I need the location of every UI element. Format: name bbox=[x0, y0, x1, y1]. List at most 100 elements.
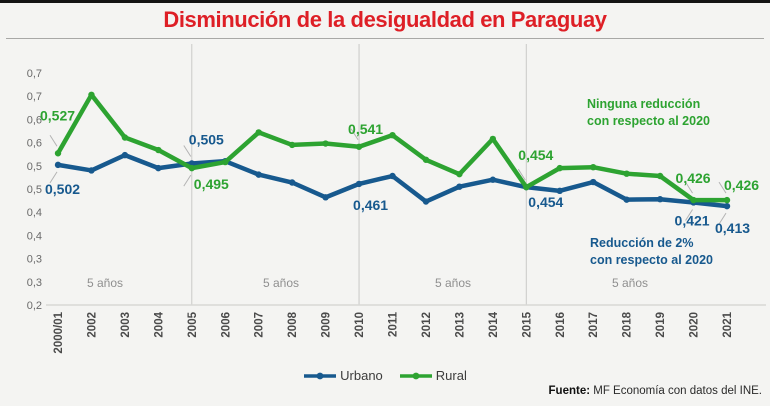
source-text: MF Economía con datos del INE. bbox=[590, 385, 762, 397]
source-label: Fuente: bbox=[548, 385, 591, 397]
label-leader-line bbox=[183, 174, 192, 187]
urbano-data-point bbox=[255, 171, 262, 178]
rural-data-point bbox=[656, 172, 664, 180]
x-axis-tick: 2018 bbox=[622, 311, 634, 337]
label-leader-line bbox=[49, 171, 58, 184]
rural-data-point bbox=[322, 140, 329, 147]
urbano-data-point bbox=[155, 164, 162, 172]
rural-data-point bbox=[54, 150, 62, 157]
page-title: Disminución de la desigualdad en Paragua… bbox=[163, 7, 607, 32]
annotation-text: Reducción de 2% bbox=[590, 236, 694, 250]
y-axis-tick: 0,5 bbox=[27, 184, 42, 196]
y-axis-tick: 0,4 bbox=[27, 230, 42, 242]
x-axis-tick: 2014 bbox=[488, 311, 500, 337]
urbano-data-point bbox=[322, 194, 329, 201]
rural-data-point bbox=[690, 196, 697, 204]
title-divider bbox=[6, 38, 764, 39]
y-axis-tick: 0,3 bbox=[27, 277, 42, 289]
data-point-label: 0,454 bbox=[518, 147, 553, 163]
urbano-data-point bbox=[556, 187, 563, 195]
urbano-data-point bbox=[88, 167, 95, 174]
rural-data-point bbox=[288, 141, 296, 149]
x-axis-tick: 2008 bbox=[287, 311, 299, 337]
rural-data-point bbox=[456, 170, 463, 178]
x-axis-tick: 2015 bbox=[521, 311, 533, 337]
data-point-label: 0,461 bbox=[353, 197, 388, 213]
y-axis-tick: 0,6 bbox=[27, 138, 42, 150]
rural-data-point bbox=[155, 146, 162, 154]
rural-data-point bbox=[222, 158, 229, 166]
label-leader-line bbox=[685, 181, 693, 194]
data-point-label: 0,495 bbox=[194, 176, 229, 192]
rural-data-point bbox=[355, 143, 363, 150]
y-axis-tick: 0,7 bbox=[27, 91, 42, 103]
urbano-data-point bbox=[389, 172, 396, 180]
legend-label-rural: Rural bbox=[435, 368, 467, 383]
data-point-label: 0,527 bbox=[40, 107, 75, 123]
urbano-data-point bbox=[489, 176, 497, 183]
y-axis-tick: 0,7 bbox=[27, 68, 42, 80]
segment-label: 5 años bbox=[87, 276, 123, 290]
annotation-text: con respecto al 2020 bbox=[587, 114, 710, 128]
data-point-label: 0,454 bbox=[528, 194, 563, 210]
urbano-data-point bbox=[590, 178, 597, 186]
data-point-label: 0,413 bbox=[715, 220, 750, 236]
data-point-label: 0,502 bbox=[45, 181, 80, 197]
data-point-label: 0,541 bbox=[348, 121, 383, 137]
annotation-text: con respecto al 2020 bbox=[590, 253, 713, 267]
x-axis-tick: 2017 bbox=[588, 312, 600, 338]
label-leader-line bbox=[718, 181, 727, 194]
label-leader-line bbox=[517, 168, 526, 181]
x-axis-tick: 2007 bbox=[254, 312, 266, 338]
rural-data-point bbox=[88, 91, 95, 99]
urbano-data-point bbox=[623, 196, 630, 203]
x-axis-tick: 2000/01 bbox=[53, 311, 65, 353]
line-chart: 0,7 0,7 0,6 0,6 0,5 0,5 0,4 0,4 0,3 0,3 0,2 5 años 5… bbox=[27, 44, 766, 354]
urbano-data-point bbox=[54, 161, 62, 169]
data-point-label: 0,505 bbox=[189, 131, 224, 147]
rural-data-point bbox=[121, 134, 129, 141]
x-axis-tick: 2005 bbox=[187, 311, 199, 337]
rural-data-point bbox=[489, 135, 497, 143]
top-border bbox=[0, 0, 770, 3]
rural-data-point bbox=[523, 183, 530, 191]
urbano-data-point bbox=[288, 179, 296, 186]
x-axis-tick: 2009 bbox=[321, 312, 333, 338]
x-axis-tick: 2011 bbox=[388, 311, 400, 337]
legend-item-urbano: Urbano bbox=[303, 368, 383, 383]
urbano-line-swatch bbox=[304, 372, 337, 379]
x-axis-tick: 2016 bbox=[555, 312, 567, 338]
rural-data-point bbox=[188, 164, 195, 172]
y-axis-tick: 0,4 bbox=[27, 207, 42, 219]
urbano-data-point bbox=[456, 183, 463, 190]
rural-line-swatch bbox=[399, 372, 432, 379]
rural-data-point bbox=[723, 196, 731, 204]
source-note: Fuente: MF Economía con datos del INE. bbox=[549, 385, 762, 397]
annotation-text: Ninguna reducción bbox=[587, 97, 700, 111]
rural-data-point bbox=[590, 163, 597, 171]
x-axis-tick: 2020 bbox=[689, 312, 701, 338]
data-point-label: 0,426 bbox=[724, 177, 759, 193]
label-leader-line bbox=[350, 128, 359, 141]
x-axis-tick: 2010 bbox=[354, 312, 366, 338]
legend: Urbano Rural bbox=[0, 368, 770, 383]
legend-label-urbano: Urbano bbox=[340, 368, 383, 383]
label-leader-line bbox=[718, 212, 727, 225]
data-point-label: 0,421 bbox=[675, 212, 710, 228]
rural-data-point bbox=[255, 129, 262, 136]
segment-label: 5 años bbox=[263, 276, 299, 290]
urbano-data-point bbox=[656, 196, 664, 203]
segment-label: 5 años bbox=[435, 276, 471, 290]
segment-label: 5 años bbox=[612, 276, 648, 290]
x-axis-tick: 2012 bbox=[421, 312, 433, 338]
rural-data-point bbox=[389, 131, 396, 139]
x-axis-tick: 2003 bbox=[120, 312, 132, 338]
x-axis-tick: 2021 bbox=[722, 311, 734, 337]
x-axis-tick: 2004 bbox=[153, 311, 165, 337]
label-leader-line bbox=[183, 145, 192, 157]
rural-data-point bbox=[556, 164, 563, 172]
y-axis-tick: 0,6 bbox=[27, 114, 42, 126]
x-axis-tick: 2006 bbox=[220, 312, 232, 338]
urbano-data-point bbox=[121, 151, 129, 159]
